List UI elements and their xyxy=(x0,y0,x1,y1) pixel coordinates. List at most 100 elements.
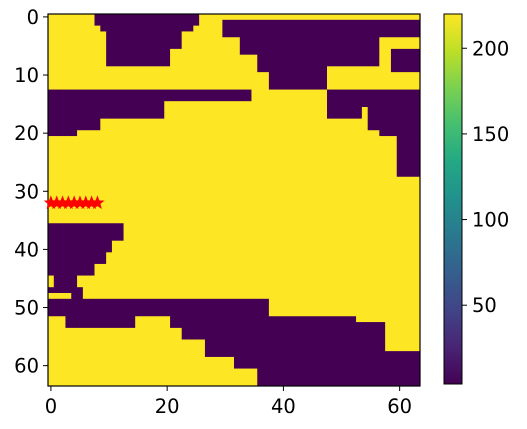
heatmap-cell xyxy=(327,89,421,96)
heatmap-cell xyxy=(48,124,101,131)
heatmap-cell xyxy=(48,293,72,300)
heatmap-cell xyxy=(396,170,421,178)
heatmap-cell xyxy=(268,72,328,79)
heatmap-cell xyxy=(268,310,421,317)
heatmap-cell xyxy=(181,333,386,340)
heatmap-cell xyxy=(48,43,107,50)
x-axis: 0 20 40 60 xyxy=(45,386,412,418)
marker-layer xyxy=(43,195,105,209)
star-marker xyxy=(90,195,105,209)
heatmap-cell xyxy=(48,217,421,224)
heatmap-cell xyxy=(53,275,78,282)
heatmap-cell xyxy=(48,234,124,242)
heatmap-cell xyxy=(106,48,171,56)
heatmap-cell xyxy=(390,54,421,61)
heatmap-cell xyxy=(48,77,270,85)
heatmap-cell xyxy=(170,60,258,67)
heatmap-cell xyxy=(396,147,421,154)
heatmap-cell xyxy=(268,83,328,90)
heatmap-cell xyxy=(367,118,421,125)
heatmap-cell xyxy=(135,322,171,329)
heatmap-cell xyxy=(268,77,328,85)
heatmap-cell xyxy=(106,37,183,44)
colorbar-tick-label: 100 xyxy=(472,209,509,232)
heatmap-cell xyxy=(385,345,421,352)
x-tick-label: 0 xyxy=(45,395,57,418)
heatmap-cell xyxy=(327,112,363,120)
heatmap-cell xyxy=(48,287,84,294)
heatmap-cell xyxy=(327,95,421,102)
y-tick-label: 60 xyxy=(14,355,39,378)
heatmap-cell xyxy=(234,362,421,369)
heatmap-cell xyxy=(199,19,223,27)
heatmap-cell xyxy=(48,182,421,189)
heatmap-cell xyxy=(48,380,258,387)
y-tick-label: 50 xyxy=(14,297,39,320)
heatmap-cell xyxy=(361,112,369,120)
heatmap-cell xyxy=(181,327,386,335)
heatmap-cell xyxy=(257,54,380,61)
star-marker xyxy=(61,195,76,209)
heatmap-cell xyxy=(53,281,78,288)
heatmap-cell xyxy=(48,188,421,195)
x-tick-label: 20 xyxy=(155,395,180,418)
heatmap-cell xyxy=(48,83,270,90)
heatmap-cell xyxy=(48,101,165,108)
star-marker xyxy=(67,195,82,209)
heatmap-cell xyxy=(239,43,380,50)
heatmap-cell xyxy=(239,48,380,56)
heatmap-cell xyxy=(327,66,392,73)
heatmap-cell xyxy=(77,281,421,288)
heatmap-cell xyxy=(390,48,421,56)
heatmap-cell xyxy=(234,356,421,364)
heatmap-cell xyxy=(181,31,223,38)
heatmap-cell xyxy=(164,107,328,114)
heatmap-cell xyxy=(48,374,258,381)
heatmap-cell xyxy=(94,263,421,271)
star-marker xyxy=(84,195,99,209)
heatmap-cell xyxy=(257,368,421,375)
y-tick-label: 30 xyxy=(14,180,39,203)
heatmap-cell xyxy=(48,304,270,311)
heatmap-cell xyxy=(327,72,421,79)
heatmap-cell xyxy=(48,176,421,183)
heatmap-cell xyxy=(48,298,270,306)
star-marker xyxy=(55,195,70,209)
heatmap-cell xyxy=(106,43,183,50)
heatmap-cell xyxy=(106,252,421,259)
heatmap-cell xyxy=(48,194,421,201)
heatmap-cell xyxy=(82,287,421,294)
heatmap-cell xyxy=(379,37,421,44)
heatmap-cell xyxy=(385,322,421,329)
heatmap-cell xyxy=(181,37,241,44)
heatmap-cell xyxy=(48,310,270,317)
heatmap-cell xyxy=(48,37,107,44)
heatmap-cell xyxy=(48,322,66,329)
heatmap-cell xyxy=(222,19,421,27)
heatmap-cell xyxy=(367,107,421,114)
star-marker xyxy=(49,195,64,209)
heatmap-cell xyxy=(94,14,200,21)
colorbar-tick-label: 150 xyxy=(472,123,509,146)
star-marker xyxy=(72,195,88,209)
heatmap-cell xyxy=(135,316,171,323)
heatmap-cell xyxy=(48,48,107,56)
heatmap-cell xyxy=(48,141,398,149)
heatmap-cell xyxy=(390,60,421,67)
heatmap-cell xyxy=(48,316,66,323)
heatmap-cell xyxy=(48,112,165,120)
heatmap-cell xyxy=(106,54,171,61)
heatmap-cell xyxy=(390,66,421,73)
heatmap-cell xyxy=(111,240,421,247)
colorbar-tick-label: 200 xyxy=(472,37,509,60)
heatmap-cell xyxy=(48,339,206,346)
heatmap-cell xyxy=(48,345,206,352)
heatmap-cell xyxy=(48,147,398,154)
heatmap-cell xyxy=(327,101,421,108)
heatmap-cell xyxy=(396,136,421,143)
heatmap-cell xyxy=(65,316,136,323)
heatmap-cell xyxy=(48,229,124,236)
heatmap-cell xyxy=(106,258,421,265)
heatmap-cell xyxy=(164,112,328,120)
